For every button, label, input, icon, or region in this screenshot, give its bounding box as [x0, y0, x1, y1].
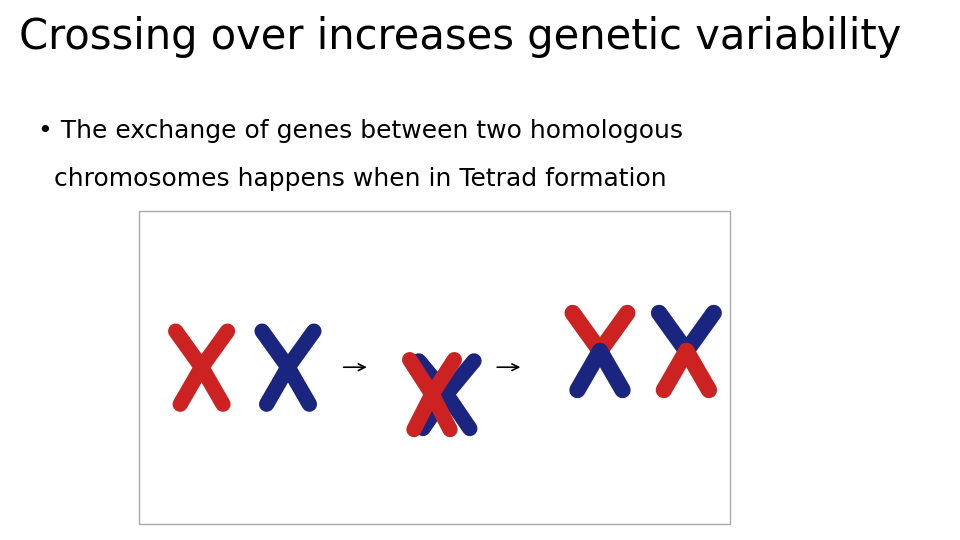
Bar [139, 211, 730, 524]
Text: Crossing over increases genetic variability: Crossing over increases genetic variabil… [19, 16, 901, 58]
Text: chromosomes happens when in Tetrad formation: chromosomes happens when in Tetrad forma… [38, 167, 667, 191]
Text: • The exchange of genes between two homologous: • The exchange of genes between two homo… [38, 119, 684, 143]
